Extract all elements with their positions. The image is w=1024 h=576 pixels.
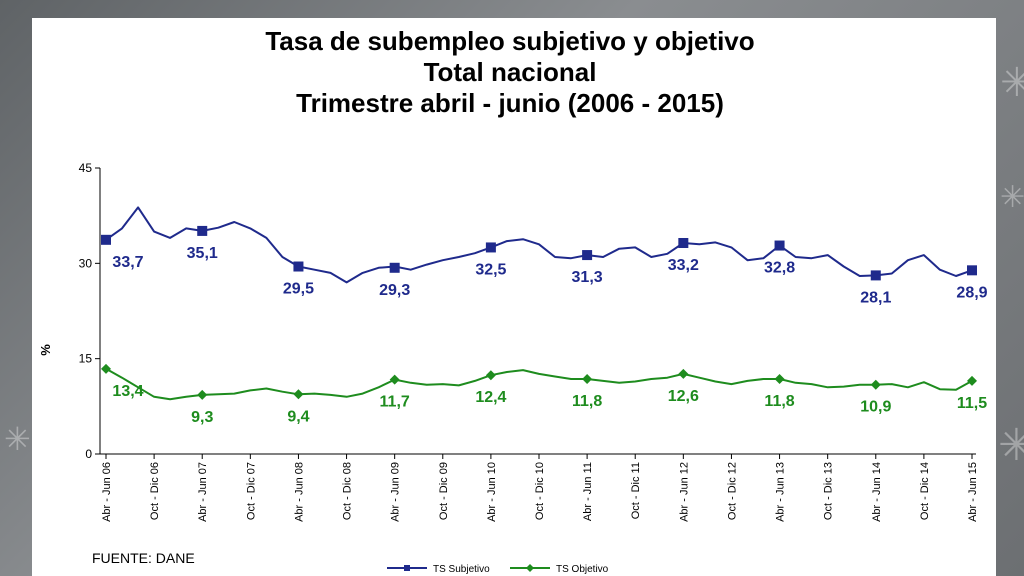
x-tick-label: Oct - Dic 10 bbox=[534, 462, 546, 520]
data-label-subjetivo: 28,9 bbox=[956, 284, 987, 301]
x-tick-label: Oct - Dic 08 bbox=[342, 462, 354, 520]
data-point-objetivo bbox=[389, 374, 400, 385]
x-tick-label: Abr - Jun 10 bbox=[486, 462, 498, 522]
series-line-subjetivo bbox=[105, 206, 973, 284]
legend-marker bbox=[404, 565, 410, 571]
data-point-objetivo bbox=[485, 370, 496, 381]
legend-label: TS Objetivo bbox=[556, 564, 609, 575]
data-point-subjetivo bbox=[870, 270, 881, 281]
line-chart: 0 15 30 45% Abr - Jun 06 Oct - Dic 06 Abr - Ju… bbox=[38, 161, 988, 575]
data-label-objetivo: 11,5 bbox=[957, 395, 987, 412]
slide-panel: Tasa de subempleo subjetivo y objetivo T… bbox=[32, 18, 996, 576]
data-point-subjetivo bbox=[485, 242, 496, 253]
x-tick-label: Abr - Jun 07 bbox=[197, 462, 209, 522]
data-point-subjetivo bbox=[774, 240, 785, 251]
background-star-decoration: ✳ bbox=[4, 420, 31, 458]
data-point-objetivo bbox=[101, 363, 111, 374]
x-tick-label: Abr - Jun 13 bbox=[775, 462, 787, 522]
data-label-objetivo: 10,9 bbox=[860, 399, 891, 416]
data-label-subjetivo: 33,7 bbox=[112, 254, 143, 271]
x-tick-label: Abr - Jun 15 bbox=[967, 462, 979, 522]
data-point-subjetivo bbox=[582, 250, 593, 261]
data-label-objetivo: 9,3 bbox=[191, 409, 213, 426]
background-star-decoration: ✳ bbox=[998, 420, 1024, 471]
legend-label: TS Subjetivo bbox=[433, 564, 490, 575]
data-label-objetivo: 9,4 bbox=[287, 408, 309, 425]
data-point-objetivo bbox=[774, 374, 785, 385]
x-tick-label: Oct - Dic 13 bbox=[823, 462, 835, 520]
x-tick-label: Abr - Jun 14 bbox=[871, 462, 883, 522]
x-tick-label: Oct - Dic 07 bbox=[245, 462, 257, 520]
chart-legend: TS Subjetivo TS Objetivo bbox=[387, 564, 609, 575]
background-star-decoration: ✳ bbox=[1000, 180, 1024, 215]
source-note: FUENTE: DANE bbox=[92, 550, 195, 566]
data-label-subjetivo: 32,8 bbox=[764, 260, 795, 277]
x-tick-label: Oct - Dic 11 bbox=[630, 462, 642, 519]
data-label-objetivo: 12,6 bbox=[668, 388, 699, 405]
data-label-subjetivo: 29,3 bbox=[379, 282, 410, 299]
data-point-objetivo bbox=[582, 374, 593, 385]
background-star-decoration: ✳ bbox=[1000, 60, 1024, 106]
y-tick-label: 30 bbox=[79, 256, 93, 270]
series-line-objetivo bbox=[105, 367, 973, 401]
title-line-1: Tasa de subempleo subjetivo y objetivo bbox=[265, 26, 755, 56]
data-label-subjetivo: 29,5 bbox=[283, 281, 314, 298]
data-point-subjetivo bbox=[389, 262, 400, 273]
x-tick-label: Oct - Dic 09 bbox=[438, 462, 450, 520]
data-label-objetivo: 11,7 bbox=[380, 394, 410, 411]
y-tick-label: 15 bbox=[79, 352, 93, 366]
data-label-objetivo: 12,4 bbox=[475, 389, 506, 406]
data-label-objetivo: 13,4 bbox=[112, 383, 143, 400]
x-tick-label: Oct - Dic 14 bbox=[919, 462, 931, 520]
data-label-objetivo: 11,8 bbox=[572, 393, 602, 410]
title-line-3: Trimestre abril - junio (2006 - 2015) bbox=[296, 88, 724, 118]
x-tick-label: Oct - Dic 06 bbox=[149, 462, 161, 520]
y-axis-label: % bbox=[38, 344, 53, 356]
data-point-objetivo bbox=[870, 379, 881, 390]
data-point-subjetivo bbox=[967, 265, 977, 276]
data-label-objetivo: 11,8 bbox=[764, 393, 794, 410]
x-tick-label: Abr - Jun 09 bbox=[390, 462, 402, 522]
data-point-objetivo bbox=[967, 375, 977, 386]
x-tick-label: Oct - Dic 12 bbox=[726, 462, 738, 520]
data-label-subjetivo: 28,1 bbox=[860, 289, 891, 306]
title-line-2: Total nacional bbox=[423, 57, 597, 87]
y-tick-label: 45 bbox=[79, 161, 93, 175]
data-label-subjetivo: 35,1 bbox=[187, 245, 218, 262]
data-label-subjetivo: 32,5 bbox=[475, 261, 506, 278]
x-tick-label: Abr - Jun 11 bbox=[582, 462, 594, 521]
x-tick-label: Abr - Jun 08 bbox=[293, 462, 305, 522]
data-label-subjetivo: 31,3 bbox=[572, 269, 603, 286]
data-point-objetivo bbox=[678, 368, 689, 379]
data-point-objetivo bbox=[293, 389, 304, 400]
data-point-subjetivo bbox=[101, 234, 111, 245]
chart-axes: 0 15 30 45% Abr - Jun 06 Oct - Dic 06 Abr - Ju… bbox=[38, 161, 979, 522]
chart-title: Tasa de subempleo subjetivo y objetivo T… bbox=[32, 26, 996, 119]
x-tick-label: Abr - Jun 12 bbox=[678, 462, 690, 522]
data-point-subjetivo bbox=[293, 261, 304, 272]
data-label-subjetivo: 33,2 bbox=[668, 257, 699, 274]
legend-marker bbox=[526, 564, 534, 572]
data-point-objetivo bbox=[197, 389, 208, 400]
x-tick-label: Abr - Jun 06 bbox=[101, 462, 113, 522]
data-point-subjetivo bbox=[197, 225, 208, 236]
data-point-subjetivo bbox=[678, 237, 689, 248]
chart-series: 33,7 35,1 29,5 29,3 32,5 31,3 33,2 32,8 28,1 28,9… bbox=[101, 206, 988, 426]
y-tick-label: 0 bbox=[85, 447, 92, 461]
